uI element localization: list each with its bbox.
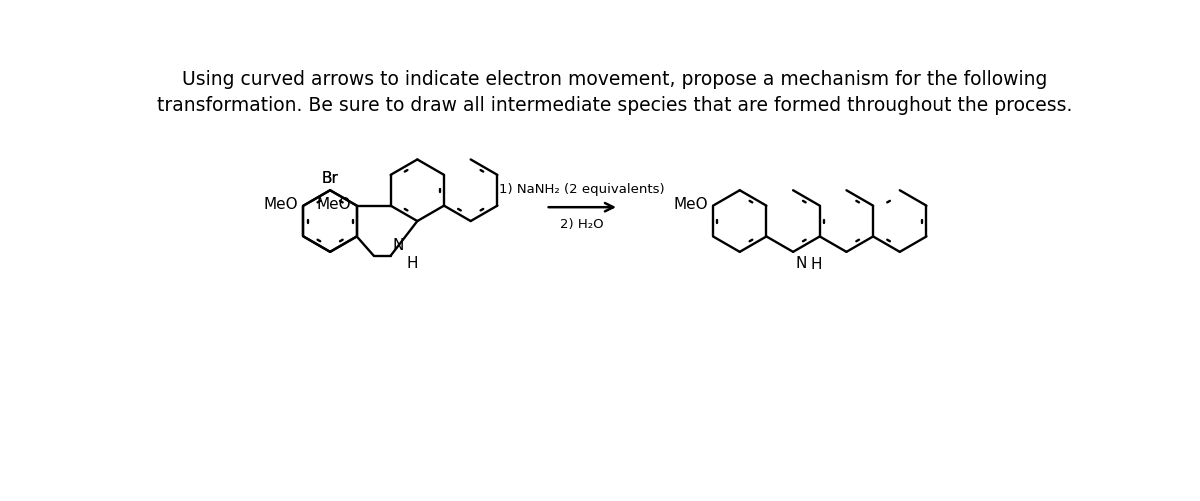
Text: MeO: MeO [317,196,352,211]
Text: N: N [796,256,806,271]
Text: N: N [392,238,404,254]
Text: MeO: MeO [264,196,298,211]
Text: Using curved arrows to indicate electron movement, propose a mechanism for the f: Using curved arrows to indicate electron… [182,70,1048,89]
Text: transformation. Be sure to draw all intermediate species that are formed through: transformation. Be sure to draw all inte… [157,96,1073,115]
Text: Br: Br [322,171,338,186]
Text: H: H [810,257,822,272]
Text: H: H [406,256,418,271]
Text: MeO: MeO [673,196,708,211]
Text: 2) H₂O: 2) H₂O [560,218,604,231]
Text: 1) NaNH₂ (2 equivalents): 1) NaNH₂ (2 equivalents) [499,183,665,196]
Text: Br: Br [322,171,338,186]
